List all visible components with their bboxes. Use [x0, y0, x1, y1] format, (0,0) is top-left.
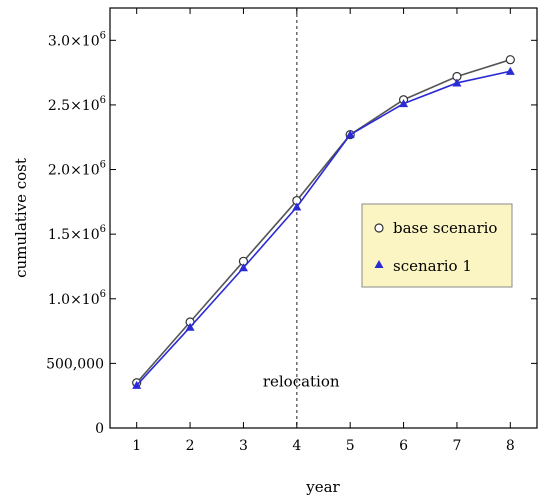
y-tick-label: 3.0×106 [48, 30, 106, 49]
legend-label-scenario-1: scenario 1 [393, 257, 472, 275]
legend-marker-base-scenario [374, 223, 384, 233]
x-tick-label: 6 [399, 438, 408, 454]
plot-frame [109, 7, 538, 429]
point-scenario-1 [452, 78, 462, 87]
relocation-annotation: relocation [263, 372, 340, 390]
y-tick-label: 500,000 [46, 356, 104, 372]
x-tick-label: 3 [239, 438, 248, 454]
legend-marker-scenario-1 [374, 260, 384, 268]
x-tick-label: 7 [452, 438, 461, 454]
x-tick-label: 5 [346, 438, 355, 454]
series-line-scenario-1 [136, 70, 511, 386]
legend-label-base-scenario: base scenario [393, 219, 497, 237]
point-scenario-1 [292, 202, 302, 211]
legend: base scenario scenario 1 [361, 203, 513, 288]
y-tick-label: 1.0×106 [48, 289, 106, 308]
x-tick-label: 1 [132, 438, 141, 454]
point-scenario-1 [399, 99, 409, 108]
annotation-layer: relocation [263, 8, 340, 428]
x-tick-label: 8 [506, 438, 515, 454]
point-scenario-1 [238, 263, 248, 272]
series-layer [132, 55, 515, 389]
y-axis-title: cumulative cost [12, 158, 30, 278]
y-tick-label: 2.0×106 [48, 160, 106, 179]
point-scenario-1 [185, 322, 195, 331]
point-scenario-1 [132, 380, 142, 389]
y-tick-label: 0 [95, 421, 104, 437]
ticks-layer: 1 2 3 4 5 6 7 8 0 500,000 1.0×106 1.5×106 2.0×106 2.5… [46, 8, 537, 454]
point-scenario-1 [505, 66, 515, 75]
point-scenario-1 [345, 130, 355, 139]
series-line-base-scenario [136, 58, 511, 384]
x-tick-label: 2 [186, 438, 195, 454]
legend-box [361, 203, 513, 288]
y-tick-label: 2.5×106 [48, 95, 106, 114]
x-tick-label: 4 [292, 438, 301, 454]
x-axis-title: year [305, 478, 340, 496]
point-base-scenario [505, 55, 515, 65]
y-tick-label: 1.5×106 [48, 224, 106, 243]
